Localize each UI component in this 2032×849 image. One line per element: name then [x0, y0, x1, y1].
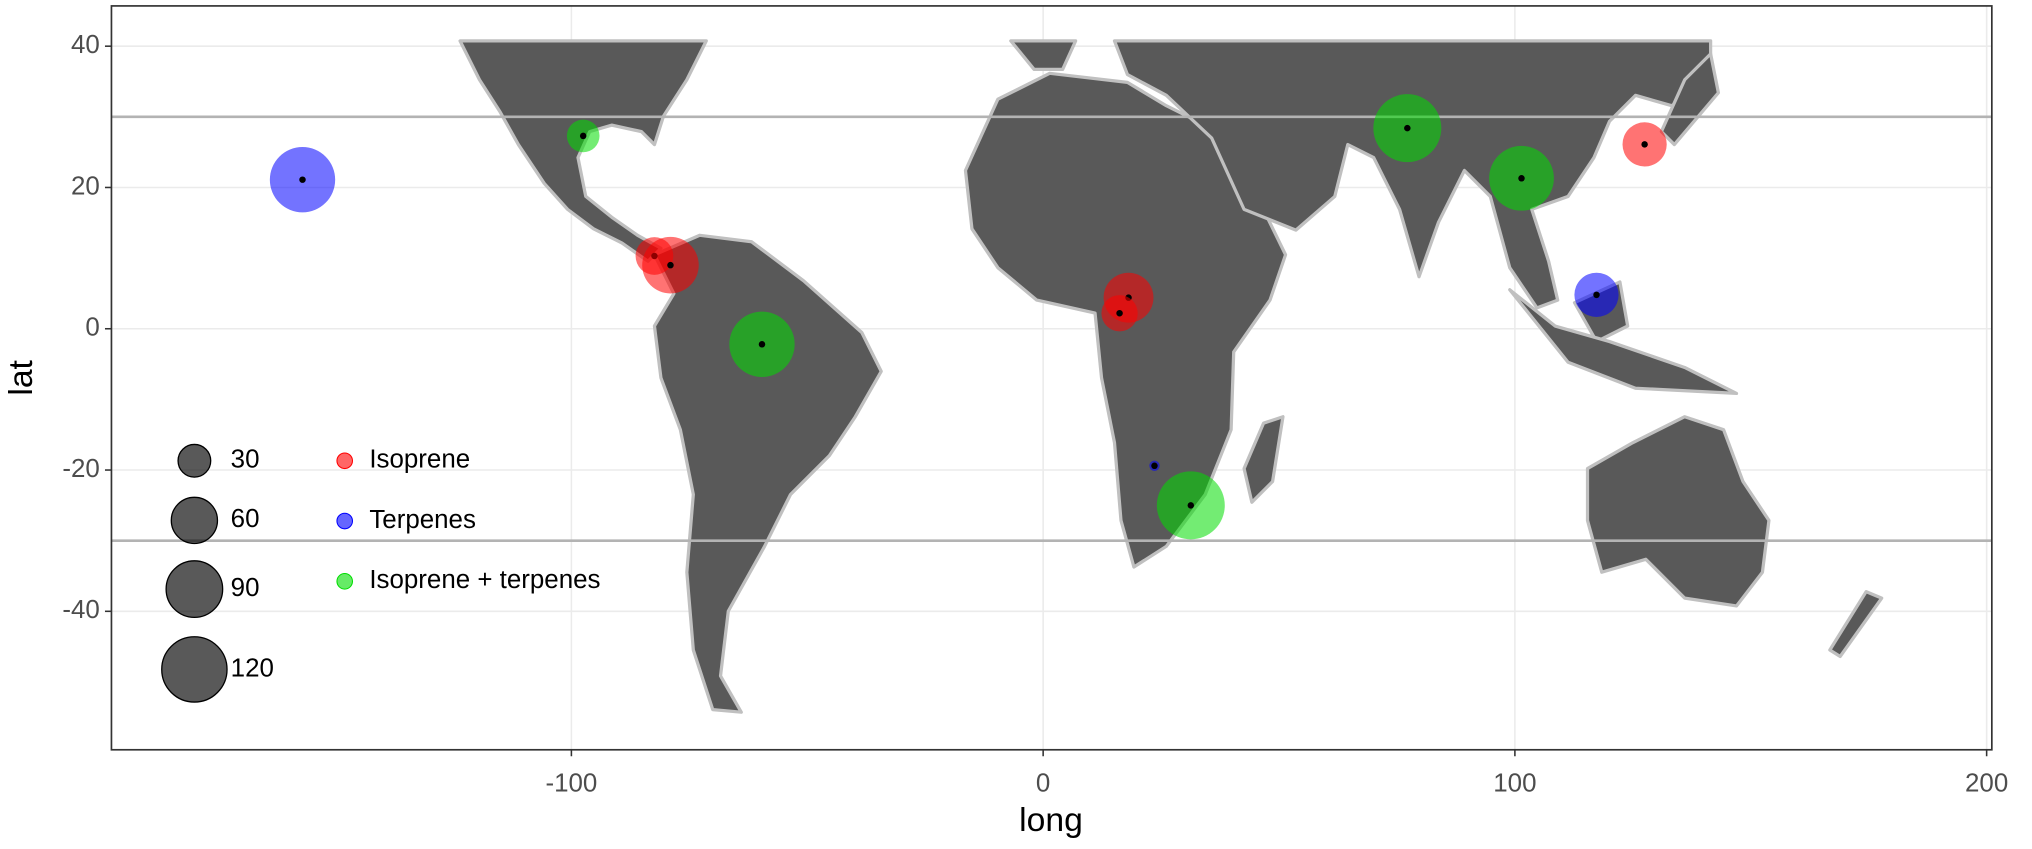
legend-label: Terpenes	[369, 506, 476, 534]
legend: 30 60 90 120 Isoprene Terpenes Isoprene + terp…	[161, 443, 601, 703]
y-tick-label: -40	[62, 596, 99, 624]
size-legend-label: 90	[231, 574, 260, 602]
bubble-center	[1518, 175, 1525, 182]
legend-swatch	[336, 573, 354, 590]
y-tick-label: 40	[71, 31, 100, 59]
size-legend-key	[177, 443, 212, 478]
bubble-center	[1151, 462, 1158, 470]
bubble-center	[579, 132, 587, 140]
x-axis-title: long	[1019, 802, 1083, 839]
y-axis-title: lat	[3, 359, 40, 395]
bubble-center	[667, 261, 674, 269]
europe-west	[1009, 39, 1078, 72]
y-tick-label: 20	[71, 172, 100, 200]
bubble-center	[1641, 141, 1648, 148]
size-legend-key	[161, 636, 228, 703]
legend-label: Isoprene	[369, 446, 470, 474]
north-america	[458, 39, 708, 263]
x-tick-label: -100	[545, 770, 597, 798]
bubble-center	[758, 341, 766, 348]
bubble-center	[299, 176, 306, 183]
eurasia	[1112, 39, 1713, 310]
new-zealand	[1828, 590, 1884, 659]
bubble-center	[1593, 291, 1600, 299]
x-tick-label: 200	[1965, 770, 2008, 798]
y-tick-label: 0	[85, 314, 99, 342]
y-tick-label: -20	[62, 455, 99, 483]
madagascar	[1242, 415, 1285, 504]
x-tick-label: 100	[1493, 770, 1536, 798]
legend-label: Isoprene + terpenes	[369, 566, 600, 594]
bubble-center	[1116, 309, 1123, 317]
bubble-center	[1187, 502, 1195, 509]
size-legend-label: 60	[231, 505, 260, 533]
size-legend-label: 30	[231, 446, 260, 474]
size-legend-key	[170, 496, 219, 545]
points	[269, 94, 1667, 540]
australia	[1585, 415, 1771, 608]
size-legend-key	[165, 560, 224, 619]
japan	[1659, 52, 1721, 147]
indonesia	[1508, 288, 1739, 396]
reference-lines	[111, 115, 1992, 542]
south-america	[652, 233, 883, 714]
size-legend-label: 120	[231, 654, 274, 682]
legend-swatch	[336, 452, 354, 470]
x-tick-label: 0	[1036, 770, 1050, 798]
panel-border	[110, 5, 1993, 751]
legend-swatch	[336, 512, 354, 530]
bubble-center	[1404, 124, 1411, 132]
